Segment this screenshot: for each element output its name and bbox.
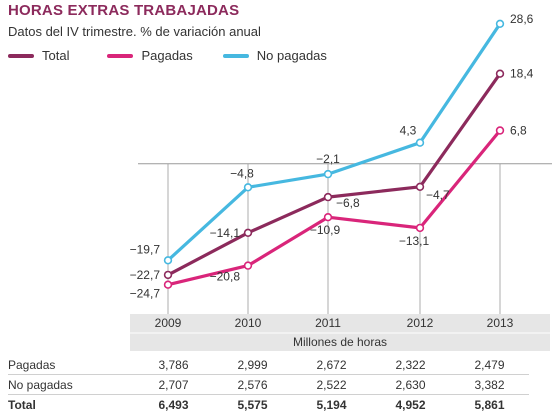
table-cell: 2,479 bbox=[474, 357, 505, 372]
data-point bbox=[163, 280, 173, 289]
table-cell: 2,999 bbox=[237, 357, 268, 372]
data-label: −6,8 bbox=[336, 196, 360, 210]
x-tick-label: 2011 bbox=[315, 316, 341, 330]
row-label: Total bbox=[8, 397, 36, 412]
table-cell: 5,861 bbox=[474, 397, 505, 412]
data-point bbox=[323, 192, 333, 202]
data-point bbox=[243, 261, 253, 270]
data-point bbox=[163, 270, 173, 280]
legend-item-total: Total bbox=[8, 48, 69, 63]
data-point bbox=[415, 138, 425, 147]
x-tick-label: 2012 bbox=[407, 316, 434, 330]
row-label: No pagadas bbox=[8, 377, 73, 392]
legend: Total Pagadas No pagadas bbox=[8, 48, 357, 63]
table-cell: 6,493 bbox=[158, 397, 189, 412]
table-row-no-pagadas: No pagadas 2,707 2,576 2,522 2,630 3,382 bbox=[8, 375, 529, 395]
legend-label-total: Total bbox=[42, 48, 70, 63]
data-point bbox=[243, 228, 253, 238]
legend-swatch-total bbox=[8, 53, 34, 58]
table-row-pagadas: Pagadas 3,786 2,999 2,672 2,322 2,479 bbox=[8, 355, 529, 375]
data-label: −19,7 bbox=[130, 242, 161, 256]
data-point bbox=[495, 69, 505, 78]
legend-label-pagadas: Pagadas bbox=[141, 48, 193, 63]
table-cell: 3,382 bbox=[474, 377, 505, 392]
data-label: 28,6 bbox=[510, 12, 534, 26]
data-label: −24,7 bbox=[130, 287, 161, 301]
data-label: −4,7 bbox=[426, 188, 450, 202]
data-label: −22,7 bbox=[130, 268, 161, 282]
table-cell: 4,952 bbox=[395, 397, 426, 412]
table-cell: 2,672 bbox=[316, 357, 347, 372]
data-point bbox=[415, 223, 425, 233]
legend-label-no-pagadas: No pagadas bbox=[256, 48, 327, 63]
legend-item-no-pagadas: No pagadas bbox=[222, 48, 327, 63]
x-tick-label: 2009 bbox=[155, 316, 182, 330]
data-label: −20,8 bbox=[210, 270, 241, 284]
data-point bbox=[163, 256, 173, 265]
data-point bbox=[495, 19, 505, 28]
data-point bbox=[495, 126, 505, 135]
chart-subtitle: Datos del IV trimestre. % de variación a… bbox=[8, 24, 261, 39]
series-line-total bbox=[166, 72, 502, 277]
data-label: −2,1 bbox=[316, 152, 340, 166]
table-cell: 2,322 bbox=[395, 357, 426, 372]
x-tick-label: 2010 bbox=[235, 316, 262, 330]
data-point bbox=[323, 169, 333, 179]
data-label: −13,1 bbox=[399, 234, 430, 248]
legend-swatch-no-pagadas bbox=[222, 53, 249, 58]
data-point bbox=[243, 183, 253, 192]
table-cell: 2,576 bbox=[237, 377, 268, 392]
table-cell: 3,786 bbox=[158, 357, 189, 372]
data-label: −4,8 bbox=[230, 166, 254, 180]
data-label: −10,9 bbox=[310, 223, 341, 237]
table-cell: 2,630 bbox=[395, 377, 426, 392]
units-label: Millones de horas bbox=[293, 335, 387, 349]
table-cell: 2,522 bbox=[316, 377, 347, 392]
data-table: Pagadas 3,786 2,999 2,672 2,322 2,479 No… bbox=[8, 355, 529, 414]
table-cell: 2,707 bbox=[158, 377, 189, 392]
data-point bbox=[415, 182, 425, 192]
data-label: 4,3 bbox=[400, 124, 417, 138]
data-label: −14,1 bbox=[210, 226, 241, 240]
data-label: 6,8 bbox=[510, 124, 527, 138]
chart-title: HORAS EXTRAS TRABAJADAS bbox=[8, 2, 240, 19]
table-row-total: Total 6,493 5,575 5,194 4,952 5,861 bbox=[8, 395, 529, 415]
table-cell: 5,194 bbox=[316, 397, 347, 412]
legend-swatch-pagadas bbox=[107, 53, 134, 58]
legend-item-pagadas: Pagadas bbox=[107, 48, 193, 63]
data-label: 18,4 bbox=[510, 67, 534, 81]
row-label: Pagadas bbox=[8, 357, 56, 372]
x-tick-label: 2013 bbox=[487, 316, 514, 330]
data-point bbox=[323, 213, 333, 222]
table-cell: 5,575 bbox=[237, 397, 268, 412]
